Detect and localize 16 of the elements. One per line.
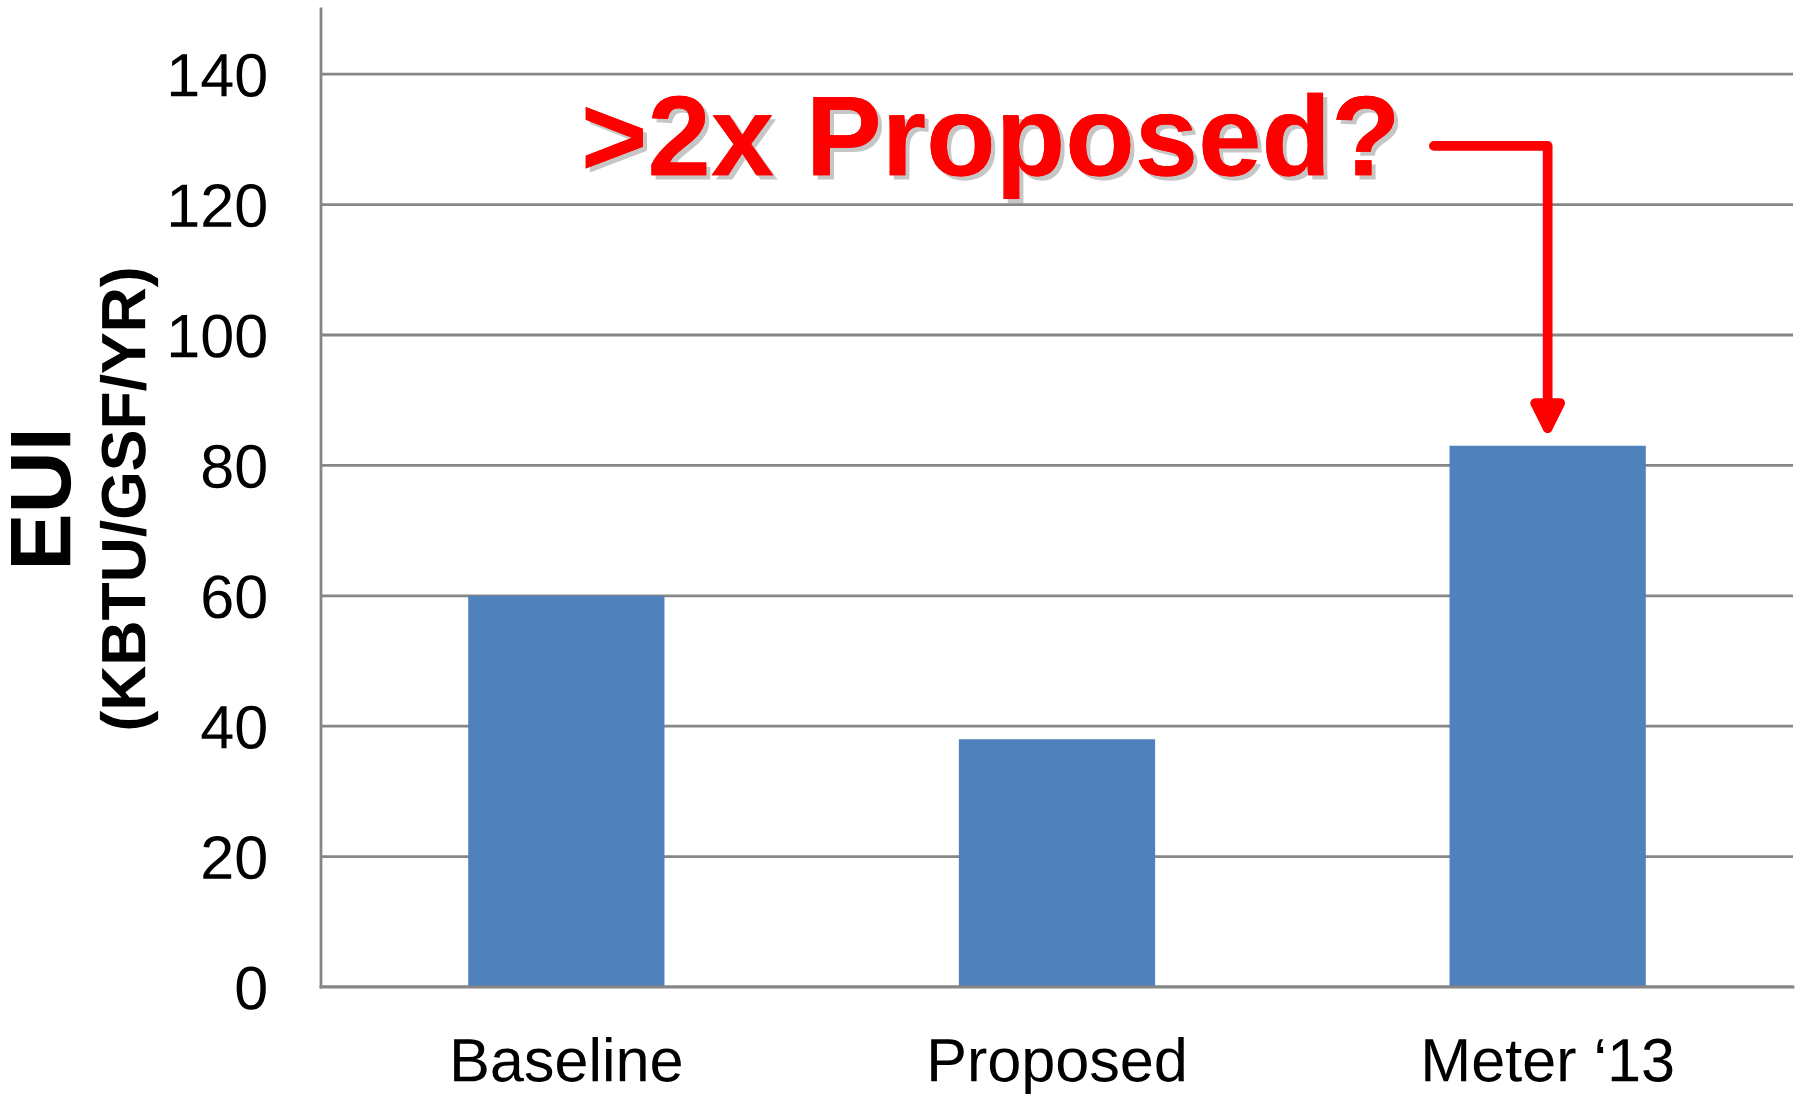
y-tick-label: 80 bbox=[202, 444, 266, 489]
bar bbox=[468, 595, 665, 987]
y-tick-label: 60 bbox=[203, 575, 266, 619]
bar bbox=[958, 739, 1156, 987]
bar bbox=[1449, 445, 1646, 987]
y-tick-label: 0 bbox=[236, 966, 266, 1010]
y-tick-label: 20 bbox=[203, 836, 266, 880]
x-tick-label: Baseline bbox=[454, 1037, 681, 1082]
y-axis-title: EUI (KBTU/GSF/YR) bbox=[11, 269, 159, 729]
x-tick-label: Proposed bbox=[931, 1037, 1184, 1094]
y-tick-label: 100 bbox=[170, 314, 266, 358]
y-tick-label: 140 bbox=[170, 53, 266, 97]
x-tick-label: Meter ‘13 bbox=[1425, 1038, 1673, 1082]
annotation: >2x Proposed? bbox=[585, 92, 1399, 204]
y-tick-label: 40 bbox=[201, 705, 266, 749]
y-tick-label: 120 bbox=[170, 184, 266, 228]
